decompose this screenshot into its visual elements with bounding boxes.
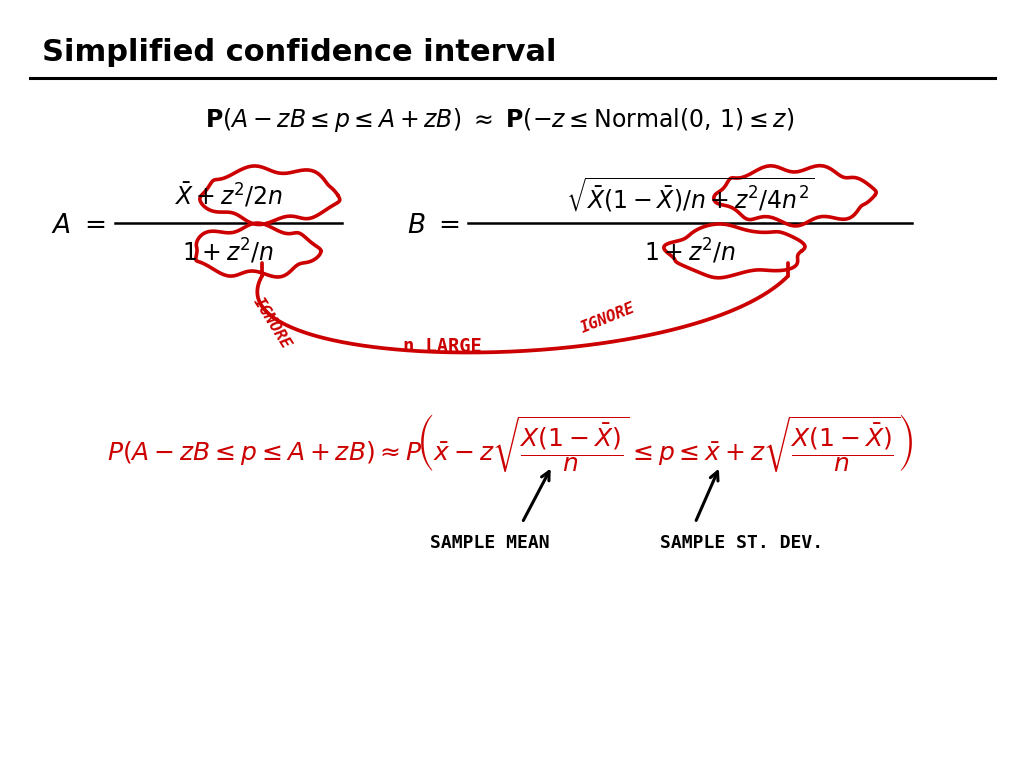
Text: $B\ =$: $B\ =$ [407, 213, 460, 239]
Text: Simplified confidence interval: Simplified confidence interval [42, 38, 556, 67]
Text: SAMPLE MEAN: SAMPLE MEAN [430, 534, 550, 552]
Text: $1 + z^2/n$: $1 + z^2/n$ [644, 237, 736, 266]
Text: SAMPLE ST. DEV.: SAMPLE ST. DEV. [660, 534, 823, 552]
Text: n LARGE: n LARGE [402, 336, 481, 356]
Text: IGNORE: IGNORE [579, 300, 638, 336]
Text: IGNORE: IGNORE [250, 295, 294, 352]
Text: $A\ =$: $A\ =$ [50, 213, 105, 239]
Text: $P(A-zB \leq p \leq A+zB) \approx P\!\left(\bar{x}-z\sqrt{\dfrac{X(1-\bar{X})}{n: $P(A-zB \leq p \leq A+zB) \approx P\!\le… [106, 412, 913, 474]
Text: $\sqrt{\bar{X}(1-\bar{X})/n + z^2/4n^2}$: $\sqrt{\bar{X}(1-\bar{X})/n + z^2/4n^2}$ [566, 176, 814, 214]
Text: $\mathbf{P}(A - zB \leq p \leq A + zB)\ \approx\ \mathbf{P}(-z \leq \mathrm{Norm: $\mathbf{P}(A - zB \leq p \leq A + zB)\ … [206, 106, 795, 134]
Text: $1 + z^2/n$: $1 + z^2/n$ [182, 237, 274, 266]
Text: $\bar{X} + z^2/2n$: $\bar{X} + z^2/2n$ [174, 180, 283, 210]
